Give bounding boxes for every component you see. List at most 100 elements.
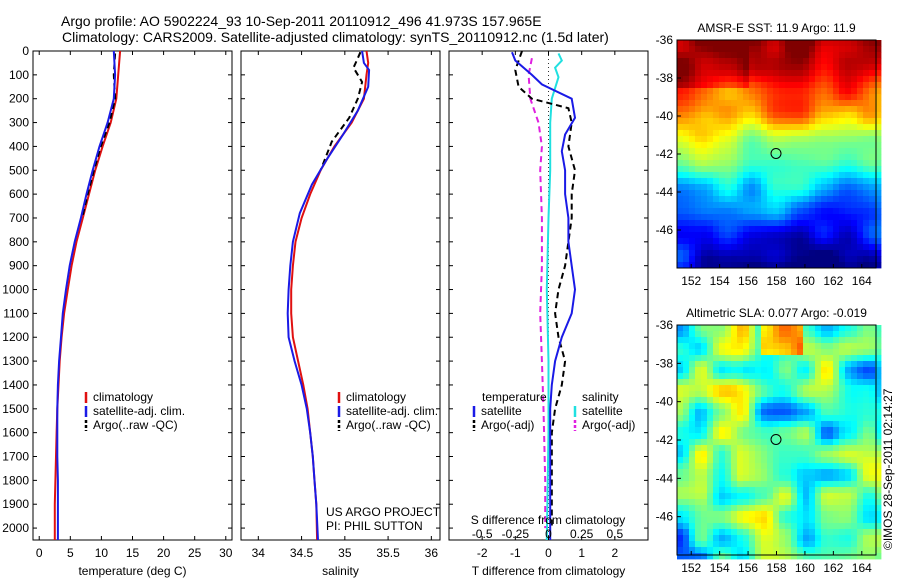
diff-legend-temp-label-1: Argo(-adj) [481,418,534,432]
x-tick-label: -2 [477,546,488,560]
sal-legend-label-1: satellite-adj. clim. [346,404,438,418]
sal-legend-label-2: Argo(..raw -QC) [346,418,431,432]
heatmap-cells [677,40,882,269]
y-tick-label: 300 [9,116,29,130]
y-tick-label: 900 [9,259,29,273]
map-y-tick-label: -38 [656,71,674,85]
map-panel-4: 152 154 156 158 160 162 164 -36 -38 -40 -42 -44 -46 A… [656,306,882,575]
map-y-tick-label: -46 [656,223,674,237]
diff-legend-temp-label-0: satellite [481,404,522,418]
map-y-tick-label: -36 [656,318,674,332]
map-y-tick-label: -40 [656,109,674,123]
x-axis-label: temperature (deg C) [78,564,186,578]
axes-frame [32,50,233,541]
series-line-2 [514,51,577,529]
diff-legend-temperature-title: temperature [482,390,547,404]
map-x-tick-label: 154 [710,561,730,575]
profile-panel-0: 0 5 10 15 20 25 300100200300400500600700800900… [2,44,232,578]
map-x-tick-label: 156 [738,561,758,575]
y-tick-label: 1000 [2,283,29,297]
y-tick-label: 500 [9,163,29,177]
y-tick-label: 200 [9,92,29,106]
x-tick-label: 36 [425,546,439,560]
map-y-tick-label: -38 [656,356,674,370]
series-line-0 [545,52,563,540]
temp-legend-label-0: climatology [93,390,153,404]
diff-legend-sal-label-0: satellite [582,404,623,418]
x-tick-label: 15 [126,546,140,560]
y-tick-label: 1300 [2,354,29,368]
map-x-tick-label: 158 [766,274,786,288]
y-tick-label: 1600 [2,426,29,440]
y-tick-label: 1500 [2,402,29,416]
y-tick-label: 1700 [2,450,29,464]
map-panel-3: 152 154 156 158 160 162 164 -36 -38 -40 -42 -44 -46 A… [656,21,882,288]
map-x-tick-label: 152 [681,561,701,575]
map-x-tick-label: 156 [738,274,758,288]
map-x-tick-label: 164 [852,274,872,288]
map-y-tick-label: -42 [656,147,674,161]
map-y-tick-label: -36 [656,33,674,47]
x-tick-label: 35.5 [376,546,400,560]
diff-legend-salinity-title: salinity [582,390,619,404]
figure-title-line2: Climatology: CARS2009. Satellite-adjuste… [62,29,609,45]
x-tick-label: 0 [36,546,43,560]
map-x-tick-label: 158 [766,561,786,575]
temp-legend-label-1: satellite-adj. clim. [93,404,185,418]
map-x-tick-label: 162 [823,274,843,288]
x-tick-label: 5 [67,546,74,560]
diff-top-tick-label: 0.5 [606,527,623,541]
x-tick-label: 1 [578,546,585,560]
x-tick-label: 2 [611,546,618,560]
series-line-1 [527,58,547,529]
heatmap-cells [677,325,882,560]
map-x-tick-label: 164 [852,561,872,575]
x-tick-label: -1 [510,546,521,560]
x-axis-label: T difference from climatology [472,564,626,578]
x-tick-label: 30 [219,546,233,560]
argo-position-marker [770,433,782,445]
credit-line-0: US ARGO PROJECT [326,505,441,519]
temp-legend-label-2: Argo(..raw -QC) [93,418,178,432]
diff-legend-sal-label-1: Argo(-adj) [582,418,635,432]
sal-legend-label-0: climatology [346,390,406,404]
y-tick-label: 800 [9,235,29,249]
diff-top-tick-label: -0.5 [472,527,493,541]
y-tick-label: 1900 [2,497,29,511]
y-tick-label: 1400 [2,378,29,392]
map-title: Altimetric SLA: 0.077 Argo: -0.019 [686,306,867,320]
y-tick-label: 1100 [3,306,29,320]
y-tick-label: 1800 [2,473,29,487]
map-x-tick-label: 154 [710,274,730,288]
x-tick-label: 34 [252,546,266,560]
y-tick-label: 0 [22,44,29,58]
diff-top-tick-label: 0.25 [570,527,594,541]
series-line-0 [53,51,122,540]
diff-top-tick-label: -0.25 [502,527,530,541]
series-line-3 [511,51,577,540]
series-line-2 [286,51,371,540]
map-x-tick-label: 162 [823,561,843,575]
map-y-tick-label: -44 [656,471,674,485]
diff-top-tick-label: 0 [545,527,552,541]
series-line-0 [319,51,364,171]
y-tick-label: 700 [9,211,29,225]
credit-line-1: PI: PHIL SUTTON [326,519,423,533]
map-x-tick-label: 160 [795,561,815,575]
profile-panel-1: 34 34.5 35 35.5 36 salinity [240,50,441,578]
x-tick-label: 35 [338,546,352,560]
axes-frame [240,50,441,541]
figure-title-line1: Argo profile: AO 5902224_93 10-Sep-2011 … [61,13,542,29]
series-line-1 [290,51,370,540]
argo-position-marker [770,147,782,159]
x-axis-label: salinity [322,564,359,578]
diff-top-axis-label: S difference from climatology [471,513,626,527]
map-y-tick-label: -44 [656,185,674,199]
map-x-tick-label: 152 [681,274,701,288]
map-title: AMSR-E SST: 11.9 Argo: 11.9 [697,21,856,35]
map-y-tick-label: -46 [656,510,674,524]
y-tick-label: 600 [9,187,29,201]
y-tick-label: 100 [9,68,29,82]
